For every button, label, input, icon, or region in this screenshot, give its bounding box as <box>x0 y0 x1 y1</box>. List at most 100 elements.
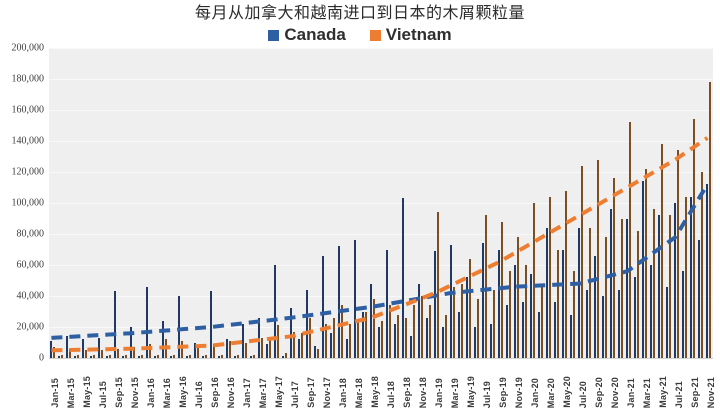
legend-item-canada[interactable]: Canada <box>268 25 346 45</box>
bar-canada <box>289 308 293 358</box>
bar-vietnam <box>332 317 336 358</box>
bar-vietnam <box>444 314 448 358</box>
y-axis-tick-label: 20,000 <box>16 321 45 333</box>
bar-canada <box>409 336 413 358</box>
bar-canada <box>473 327 477 358</box>
bar-canada <box>321 255 325 358</box>
bar-canada <box>297 339 301 358</box>
bar-vietnam <box>540 286 544 358</box>
bar-vietnam <box>484 215 488 358</box>
bar-vietnam <box>700 172 704 358</box>
bar-vietnam <box>660 144 664 358</box>
bar-canada <box>193 342 197 358</box>
bar-canada <box>657 215 661 358</box>
bar-canada <box>553 302 557 358</box>
bar-canada <box>137 356 141 358</box>
bar-vietnam <box>132 347 136 358</box>
bar-vietnam <box>596 159 600 358</box>
bar-vietnam <box>316 348 320 358</box>
bar-vietnam <box>436 212 440 358</box>
bar-canada <box>705 184 709 358</box>
y-axis-tick-label: 60,000 <box>16 259 45 271</box>
y-axis-tick-label: 0 <box>39 352 44 364</box>
bar-canada <box>529 274 533 358</box>
bar-canada <box>121 356 125 358</box>
bar-vietnam <box>212 344 216 358</box>
bar-canada <box>49 340 53 358</box>
bar-vietnam <box>100 350 104 358</box>
bar-vietnam <box>580 165 584 358</box>
bar-vietnam <box>180 340 184 358</box>
bar-canada <box>345 339 349 358</box>
bar-canada <box>393 323 397 358</box>
bar-vietnam <box>324 323 328 358</box>
trendline-vietnam <box>51 136 709 353</box>
bar-vietnam <box>676 150 680 358</box>
bar-canada <box>57 356 61 358</box>
bar-vietnam <box>460 283 464 358</box>
bar-vietnam <box>668 215 672 358</box>
bar-canada <box>233 356 237 358</box>
legend-label-vietnam: Vietnam <box>385 25 452 44</box>
bar-vietnam <box>652 209 656 358</box>
bar-canada <box>241 323 245 358</box>
bar-vietnam <box>364 311 368 358</box>
bar-vietnam <box>468 258 472 358</box>
chart-title: 每月从加拿大和越南进口到日本的木屑颗粒量 <box>194 5 525 22</box>
legend-swatch-canada <box>268 29 280 41</box>
bar-canada <box>641 181 645 358</box>
bar-vietnam <box>548 196 552 358</box>
gridline <box>49 79 713 80</box>
bar-vietnam <box>644 168 648 358</box>
bar-canada <box>97 337 101 358</box>
bar-vietnam <box>284 353 288 358</box>
bar-canada <box>633 277 637 358</box>
bar-canada <box>401 198 405 358</box>
bar-vietnam <box>588 227 592 358</box>
bar-vietnam <box>428 305 432 358</box>
bar-vietnam <box>300 333 304 358</box>
y-axis-tick-label: 100,000 <box>11 197 45 209</box>
bar-canada <box>105 356 109 358</box>
bar-canada <box>457 311 461 358</box>
bar-canada <box>89 356 93 358</box>
bar-vietnam <box>628 122 632 358</box>
bar-canada <box>681 271 685 358</box>
bar-canada <box>561 249 565 358</box>
bar-vietnam <box>188 354 192 358</box>
bar-canada <box>425 317 429 358</box>
bar-vietnam <box>244 342 248 358</box>
gridline <box>49 234 713 235</box>
legend-item-vietnam[interactable]: Vietnam <box>369 25 452 45</box>
bar-vietnam <box>452 286 456 358</box>
bar-canada <box>481 243 485 358</box>
legend-swatch-vietnam <box>369 29 381 41</box>
bar-canada <box>281 356 285 358</box>
bar-vietnam <box>204 354 208 358</box>
bar-vietnam <box>420 296 424 358</box>
bar-canada <box>257 317 261 358</box>
bar-canada <box>145 286 149 358</box>
bar-vietnam <box>572 271 576 358</box>
bar-vietnam <box>492 289 496 358</box>
bar-canada <box>225 339 229 358</box>
bar-vietnam <box>124 354 128 358</box>
bar-vietnam <box>404 317 408 358</box>
gridline <box>49 48 713 49</box>
bar-canada <box>465 277 469 358</box>
bar-vietnam <box>228 340 232 358</box>
bar-canada <box>505 305 509 358</box>
bar-vietnam <box>52 347 56 358</box>
bar-canada <box>169 356 173 358</box>
bar-canada <box>249 356 253 358</box>
bar-canada <box>73 356 77 358</box>
y-axis-tick-label: 160,000 <box>11 104 45 116</box>
y-axis-tick-label: 40,000 <box>16 290 45 302</box>
bar-vietnam <box>708 82 712 358</box>
bar-vietnam <box>636 230 640 358</box>
bar-canada <box>217 356 221 358</box>
bar-vietnam <box>276 325 280 358</box>
bar-vietnam <box>412 305 416 358</box>
